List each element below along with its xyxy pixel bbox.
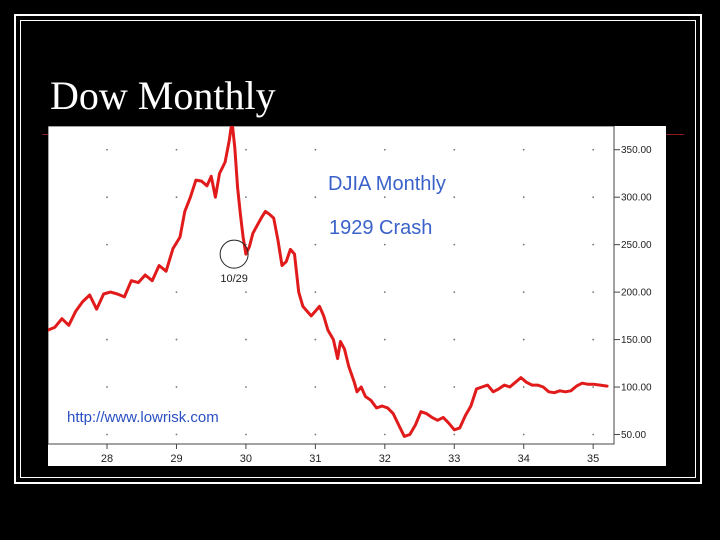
grid-dot [106, 148, 108, 151]
grid-dot [522, 338, 525, 341]
x-tick-label: 32 [379, 453, 391, 465]
grid-dot [592, 338, 595, 341]
grid-dot [383, 148, 386, 151]
grid-dot [314, 148, 317, 151]
chart-title: DJIA Monthly [328, 173, 446, 195]
grid-dot [175, 196, 178, 199]
y-tick-label: 100.00 [621, 383, 652, 394]
grid-dot [106, 433, 108, 436]
grid-dot [592, 386, 595, 388]
x-tick-label: 35 [587, 453, 599, 465]
crash-annotation-label: 10/29 [220, 273, 248, 285]
y-tick-label: 250.00 [621, 240, 652, 251]
grid-dot [245, 196, 247, 199]
grid-dot [522, 291, 525, 294]
grid-dot [453, 291, 456, 294]
x-axis-ticks: 28 29 30 31 32 33 34 35 [101, 444, 599, 465]
grid-dot [314, 291, 317, 294]
djia-monthly-chart: 50.00 100.00 150.00 200.00 250.00 300.00 350.0… [48, 126, 652, 465]
grid-dot [453, 338, 456, 341]
x-tick-label: 30 [240, 453, 252, 465]
x-tick-label: 29 [170, 453, 182, 465]
x-tick-label: 33 [448, 453, 460, 465]
grid-dot [383, 291, 386, 294]
grid-dot [453, 243, 456, 246]
grid-dot [453, 148, 456, 151]
grid-dot [453, 433, 456, 436]
crash-annotation-circle [219, 239, 249, 269]
chart-subtitle: 1929 Crash [329, 217, 432, 239]
grid-dot [245, 291, 247, 294]
grid-dot [314, 196, 317, 199]
grid-dot [175, 291, 178, 294]
series-layer [48, 126, 609, 438]
slide-frame-inner [20, 20, 696, 478]
grid-dot [383, 243, 386, 246]
slide-frame-outer [14, 14, 702, 484]
source-url: http://www.lowrisk.com [67, 409, 219, 426]
y-tick-label: 350.00 [621, 145, 652, 156]
x-tick-label: 28 [101, 453, 113, 465]
grid-dot [383, 433, 386, 436]
grid-dot [522, 433, 525, 436]
grid-dot [245, 148, 247, 151]
chart-container: 50.00 100.00 150.00 200.00 250.00 300.00 350.0… [48, 126, 666, 466]
grid-dot [522, 148, 525, 151]
grid-dot [592, 291, 595, 294]
grid-dot [592, 196, 595, 199]
y-tick-label: 300.00 [621, 193, 652, 204]
grid-dot [175, 386, 178, 388]
grid-dot [106, 338, 108, 341]
grid-dot [522, 243, 525, 246]
slide-title: Dow Monthly [50, 73, 276, 118]
grid-dot [175, 433, 178, 436]
grid-dot [522, 196, 525, 199]
y-tick-label: 50.00 [621, 430, 646, 441]
grid-dot [245, 386, 247, 388]
grid-dot [245, 338, 247, 341]
grid-dot [314, 433, 317, 436]
grid-dot [522, 386, 525, 388]
grid-dot [592, 433, 595, 436]
djia-series-line [48, 126, 609, 438]
grid-dot [383, 338, 386, 341]
grid-dot [106, 386, 108, 388]
y-tick-label: 150.00 [621, 335, 652, 346]
grid-dot [175, 148, 178, 151]
grid-dot [314, 386, 317, 388]
grid-dot [106, 196, 108, 199]
grid-dot [106, 243, 108, 246]
annotation-layer: 10/29 [219, 239, 249, 285]
grid-dot [175, 338, 178, 341]
grid-dot [383, 386, 386, 388]
grid-dot [453, 386, 456, 388]
grid-dot [245, 433, 247, 436]
grid-dot [453, 196, 456, 199]
grid-dot [592, 243, 595, 246]
grid-dot [383, 196, 386, 199]
grid-dot [314, 338, 317, 341]
grid-dot [314, 243, 317, 246]
x-tick-label: 31 [309, 453, 321, 465]
y-axis-ticks: 50.00 100.00 150.00 200.00 250.00 300.00 350.0… [614, 145, 652, 441]
x-tick-label: 34 [518, 453, 530, 465]
y-tick-label: 200.00 [621, 288, 652, 299]
grid-dot [592, 148, 595, 151]
